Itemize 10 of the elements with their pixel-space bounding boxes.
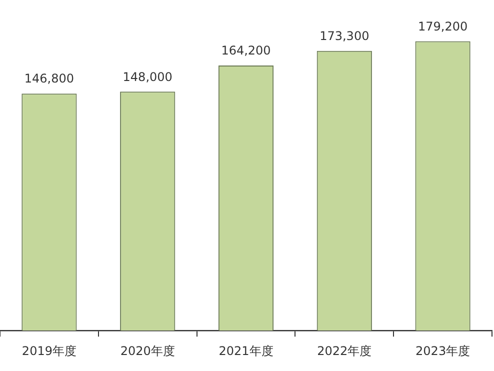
data-label: 173,300 (320, 28, 370, 43)
x-tick-label: 2023年度 (416, 344, 470, 358)
data-label: 146,800 (24, 72, 74, 86)
data-label: 179,200 (418, 19, 468, 34)
x-tick-label: 2022年度 (317, 344, 372, 358)
x-tick-label: 2020年度 (120, 344, 175, 358)
x-tick-label: 2021年度 (218, 344, 274, 358)
x-tick-label: 2019年度 (22, 344, 76, 358)
data-label: 148,000 (122, 70, 172, 84)
data-label: 164,200 (221, 44, 271, 58)
